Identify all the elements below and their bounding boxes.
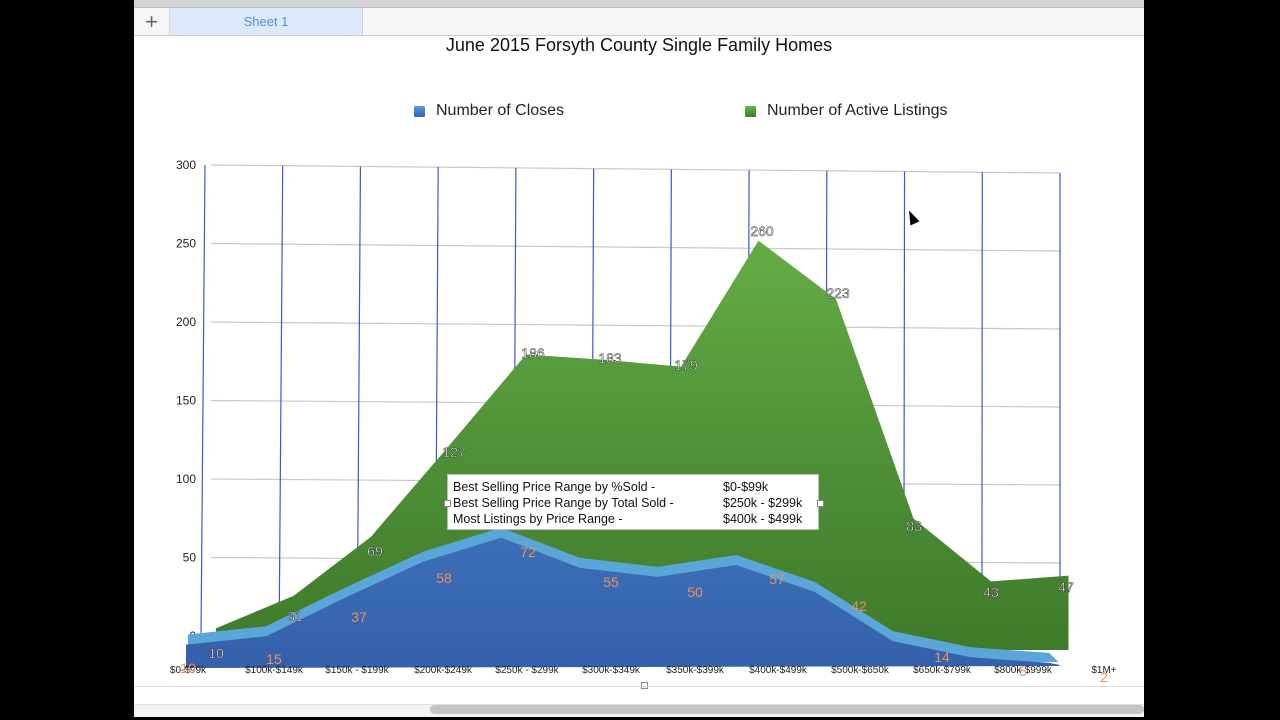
svg-text:10: 10 (208, 645, 224, 661)
svg-text:$500k-$650k: $500k-$650k (831, 665, 890, 676)
numbers-app-window: + Sheet 1 June 2015 Forsyth County Singl… (134, 0, 1144, 717)
svg-text:186: 186 (521, 345, 545, 361)
svg-text:55: 55 (603, 574, 619, 590)
svg-text:$650k-$799k: $650k-$799k (913, 665, 972, 676)
svg-text:150: 150 (176, 394, 196, 408)
tab-sheet-1[interactable]: Sheet 1 (170, 8, 363, 35)
svg-text:127: 127 (442, 444, 466, 460)
svg-text:$0-$99k: $0-$99k (170, 665, 207, 676)
horizontal-scrollbar-thumb[interactable] (430, 705, 1144, 714)
svg-text:223: 223 (826, 285, 850, 301)
svg-text:$1M+: $1M+ (1091, 665, 1116, 676)
svg-text:183: 183 (598, 350, 622, 366)
svg-text:43: 43 (983, 584, 999, 600)
divider (134, 686, 1144, 687)
resize-handle-right[interactable] (817, 500, 824, 507)
svg-text:$100k-$149k: $100k-$149k (245, 665, 304, 676)
svg-text:260: 260 (750, 223, 774, 239)
chart-areas (186, 240, 1069, 668)
svg-text:31: 31 (287, 608, 303, 624)
legend-swatch-listings (745, 105, 756, 117)
legend-item-listings: Number of Active Listings (745, 102, 948, 120)
tab-label: Sheet 1 (243, 14, 289, 29)
svg-text:$300k-$349k: $300k-$349k (582, 665, 641, 676)
summary-row: Best Selling Price Range by Total Sold -… (453, 496, 803, 510)
chart-resize-handle-bottom[interactable] (641, 682, 648, 689)
legend-label: Number of Closes (436, 102, 565, 119)
svg-text:179: 179 (674, 357, 698, 373)
svg-text:200: 200 (176, 315, 196, 329)
svg-text:42: 42 (851, 598, 867, 614)
window-top-bar (134, 0, 1144, 8)
x-axis-labels: $0-$99k $100k-$149k $150k - $199k $200k-$24… (170, 665, 1117, 676)
svg-text:72: 72 (520, 544, 536, 560)
legend-swatch-closes (414, 105, 425, 117)
sheet-tab-bar: + Sheet 1 (134, 8, 1144, 36)
legend-label: Number of Active Listings (767, 102, 948, 119)
listings-area (216, 240, 1069, 651)
svg-text:37: 37 (351, 609, 367, 625)
svg-text:14: 14 (934, 649, 950, 665)
svg-text:$400k-$499k: $400k-$499k (749, 665, 808, 676)
svg-text:50: 50 (183, 551, 197, 565)
plus-icon: + (145, 8, 158, 34)
svg-text:57: 57 (769, 571, 785, 587)
summary-text-box[interactable]: Best Selling Price Range by %Sold - $0-$9… (447, 474, 819, 530)
svg-text:5: 5 (1019, 663, 1027, 679)
resize-handle-left[interactable] (444, 500, 451, 507)
svg-text:58: 58 (436, 570, 452, 586)
svg-text:83: 83 (906, 518, 922, 534)
svg-text:$800k-$999k: $800k-$999k (994, 665, 1053, 676)
svg-text:69: 69 (367, 543, 383, 559)
svg-text:100: 100 (176, 472, 196, 486)
add-sheet-button[interactable]: + (134, 8, 170, 35)
legend-item-closes: Number of Closes (414, 102, 564, 120)
area-chart[interactable]: 050100150200250300 $0-$99k$100k-$149k$15… (134, 140, 1144, 700)
summary-row: Best Selling Price Range by %Sold - $0-$9… (453, 480, 769, 494)
svg-text:2: 2 (1100, 669, 1108, 685)
svg-text:250: 250 (176, 237, 196, 251)
svg-text:$150k - $199k: $150k - $199k (325, 665, 389, 676)
svg-text:47: 47 (1058, 579, 1074, 595)
svg-text:10: 10 (180, 660, 196, 676)
closes-area (186, 537, 1060, 668)
summary-row: Most Listings by Price Range - $400k - $4… (453, 512, 803, 526)
chart-title: June 2015 Forsyth County Single Family H… (445, 35, 833, 55)
y-axis-labels: 050100150200250300 (176, 158, 196, 643)
svg-text:$250k - $299k: $250k - $299k (495, 665, 559, 676)
value-labels: 10 31 69 127 186 183 179 260 223 83 43 47 10 15 37 58 72… (180, 223, 1108, 685)
svg-text:$200k-$249k: $200k-$249k (414, 665, 473, 676)
svg-text:$350k-$399k: $350k-$399k (666, 665, 725, 676)
svg-text:15: 15 (266, 651, 282, 667)
svg-text:300: 300 (176, 158, 196, 172)
svg-text:50: 50 (687, 584, 703, 600)
